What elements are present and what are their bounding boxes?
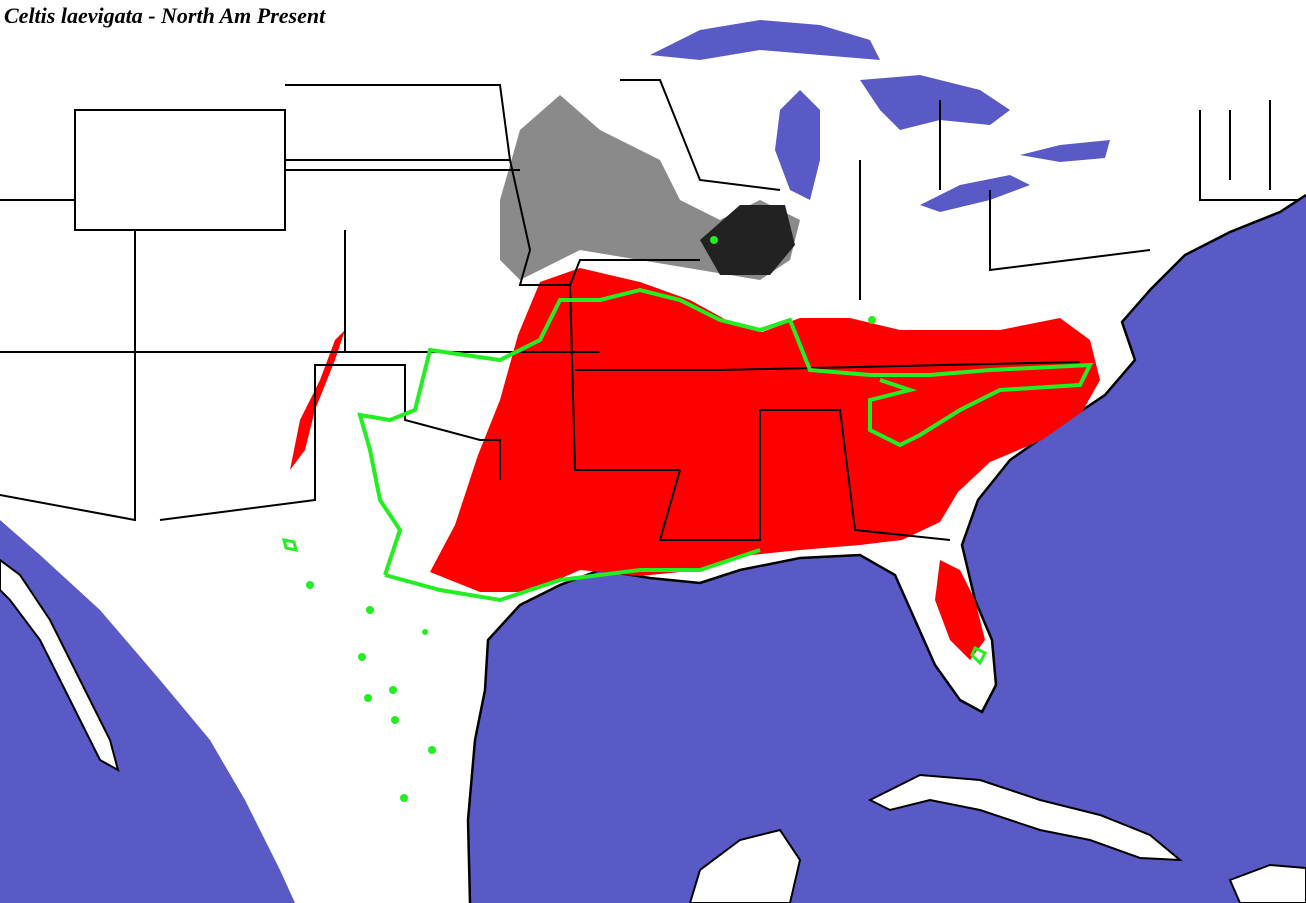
lake-huron bbox=[860, 75, 1010, 130]
coastline bbox=[466, 193, 1306, 903]
lake-michigan bbox=[775, 90, 820, 200]
lake-ontario bbox=[1020, 140, 1110, 162]
dark-area bbox=[700, 205, 795, 275]
range-points bbox=[306, 236, 876, 802]
map-title: Celtis laevigata - North Am Present bbox=[4, 3, 326, 28]
range-outline bbox=[357, 287, 1094, 603]
range-area bbox=[430, 268, 1100, 592]
hispaniola bbox=[1228, 863, 1306, 903]
range-outline-small bbox=[281, 538, 988, 666]
lake-superior bbox=[650, 20, 880, 60]
cuba bbox=[867, 773, 1183, 862]
lake-erie bbox=[920, 175, 1030, 212]
range-area-florida bbox=[935, 560, 985, 660]
ocean bbox=[468, 195, 1306, 903]
state-lines bbox=[0, 79, 1300, 541]
pacific-ocean bbox=[0, 520, 295, 903]
yucatan bbox=[688, 828, 802, 903]
baja-california bbox=[0, 558, 120, 773]
